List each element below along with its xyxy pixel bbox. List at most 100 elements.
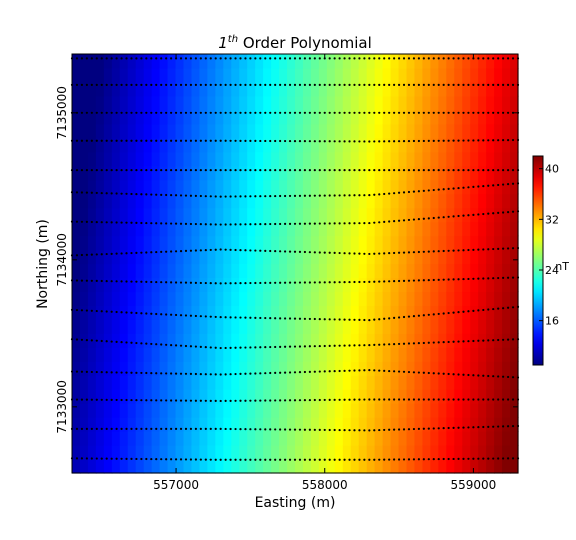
- survey-point: [472, 185, 475, 188]
- heatmap-cell: [183, 207, 193, 223]
- survey-point: [254, 399, 257, 402]
- survey-point: [269, 458, 272, 461]
- heatmap-cell: [159, 249, 169, 265]
- heatmap-cell: [494, 54, 503, 69]
- heatmap-cell: [255, 403, 264, 418]
- heatmap-cell: [287, 347, 296, 362]
- survey-point: [274, 250, 277, 253]
- survey-point: [234, 399, 237, 402]
- survey-point: [293, 250, 297, 253]
- survey-point: [492, 307, 495, 311]
- heatmap-cell: [382, 81, 392, 97]
- heatmap-cell: [502, 235, 511, 251]
- heatmap-cell: [302, 403, 312, 418]
- heatmap-cell: [183, 193, 193, 209]
- survey-point: [497, 338, 500, 342]
- heatmap-cell: [223, 193, 232, 209]
- heatmap-cell: [135, 81, 145, 97]
- heatmap-cell: [207, 347, 216, 362]
- heatmap-cell: [151, 431, 161, 446]
- survey-point: [155, 372, 158, 375]
- survey-point: [234, 248, 237, 252]
- heatmap-cell: [486, 333, 495, 348]
- heatmap-cell: [358, 67, 368, 83]
- survey-point: [293, 140, 297, 143]
- survey-point: [224, 57, 227, 60]
- heatmap-cell: [231, 67, 240, 83]
- survey-point: [239, 346, 242, 349]
- survey-point: [170, 169, 173, 172]
- heatmap-cell: [127, 165, 137, 181]
- heatmap-cell: [422, 151, 431, 167]
- survey-point: [502, 57, 505, 60]
- survey-point: [502, 169, 505, 172]
- survey-point: [313, 370, 316, 373]
- survey-point: [140, 57, 143, 60]
- heatmap-cell: [334, 375, 344, 390]
- survey-point: [383, 317, 386, 320]
- survey-point: [130, 57, 133, 60]
- heatmap-cell: [79, 459, 89, 474]
- survey-point: [105, 340, 108, 343]
- heatmap-cell: [454, 137, 463, 153]
- survey-point: [472, 248, 475, 251]
- heatmap-cell: [374, 193, 384, 209]
- survey-point: [402, 191, 406, 194]
- heatmap-cell: [374, 207, 384, 223]
- heatmap-cell: [215, 95, 224, 111]
- heatmap-cell: [247, 151, 256, 167]
- heatmap-cell: [79, 305, 89, 320]
- survey-point: [75, 191, 79, 194]
- survey-point: [502, 183, 505, 186]
- heatmap-cell: [271, 95, 280, 111]
- survey-point: [135, 280, 138, 283]
- survey-point: [467, 310, 470, 313]
- heatmap-cell: [510, 207, 519, 223]
- survey-point: [348, 429, 351, 432]
- survey-point: [437, 216, 440, 219]
- heatmap-cell: [414, 193, 424, 209]
- heatmap-cell: [398, 333, 408, 348]
- heatmap-cell: [486, 319, 495, 334]
- survey-point: [115, 139, 118, 142]
- survey-point: [363, 169, 366, 172]
- survey-point: [274, 139, 277, 143]
- y-axis-label: Northing (m): [35, 219, 51, 309]
- heatmap-cell: [95, 179, 105, 195]
- survey-point: [189, 139, 193, 142]
- survey-point: [506, 247, 510, 250]
- survey-point: [477, 426, 480, 429]
- survey-point: [105, 83, 108, 86]
- survey-point: [378, 193, 381, 196]
- survey-point: [412, 111, 416, 114]
- heatmap-cell: [119, 291, 129, 306]
- heatmap-cell: [263, 151, 272, 167]
- heatmap-cell: [215, 305, 224, 320]
- heatmap-cell: [103, 333, 113, 348]
- survey-point: [497, 307, 500, 310]
- survey-point: [308, 83, 311, 86]
- survey-point: [323, 222, 326, 225]
- heatmap-cell: [438, 347, 447, 362]
- survey-point: [174, 111, 178, 114]
- survey-point: [358, 194, 361, 197]
- survey-point: [313, 111, 316, 114]
- survey-point: [427, 341, 430, 344]
- survey-point: [333, 458, 336, 461]
- survey-point: [363, 429, 366, 432]
- survey-point: [432, 216, 435, 220]
- heatmap-cell: [135, 305, 145, 320]
- heatmap-cell: [271, 305, 280, 320]
- heatmap-cell: [470, 445, 479, 460]
- survey-point: [472, 277, 475, 280]
- survey-point: [224, 111, 227, 114]
- heatmap-cell: [454, 109, 463, 125]
- survey-point: [388, 369, 391, 373]
- survey-point: [467, 277, 470, 281]
- heatmap-cell: [191, 67, 201, 83]
- heatmap-cell: [247, 165, 256, 181]
- survey-point: [229, 111, 232, 114]
- survey-point: [219, 458, 222, 461]
- survey-point: [288, 428, 292, 431]
- survey-point: [502, 425, 505, 428]
